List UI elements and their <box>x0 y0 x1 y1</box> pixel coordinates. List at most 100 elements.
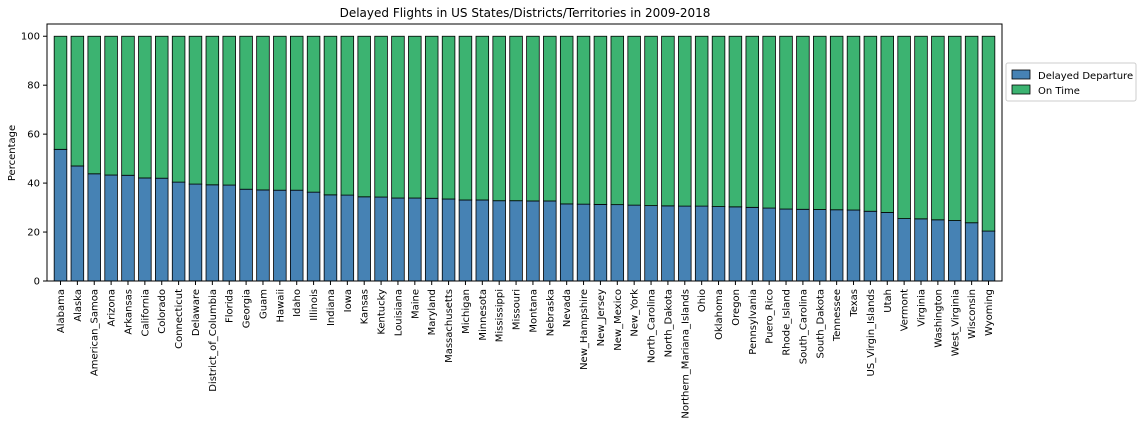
bar-delayed-departure-texas <box>846 209 861 282</box>
bar-on-time-west-virginia <box>948 35 962 221</box>
bar-on-time-florida <box>222 35 236 186</box>
bar-delayed-departure-colorado <box>155 177 169 282</box>
bar-delayed-departure-idaho <box>289 189 304 282</box>
x-tick-label-maryland: Maryland <box>427 289 438 335</box>
x-tick-label-south-carolina: South_Carolina <box>798 289 809 364</box>
bar-delayed-departure-rhode-island <box>779 208 793 282</box>
bar-on-time-north-carolina <box>644 35 658 207</box>
bar-on-time-district-of-columbia <box>205 35 220 186</box>
bar-on-time-montana <box>526 35 540 202</box>
bars-group <box>53 35 996 282</box>
bar-delayed-departure-massachusetts <box>441 198 456 282</box>
x-tick-label-ohio: Ohio <box>697 289 708 312</box>
bar-on-time-michigan <box>458 35 473 201</box>
x-tick-label-texas: Texas <box>849 289 860 318</box>
x-tick-label-mississippi: Mississippi <box>495 289 506 342</box>
y-tick-label-40: 40 <box>27 179 40 190</box>
bar-delayed-departure-south-carolina <box>796 208 810 282</box>
bar-delayed-departure-tennessee <box>829 209 844 282</box>
x-tick-label-montana: Montana <box>528 289 539 333</box>
y-axis-label: Percentage <box>7 125 18 181</box>
x-tick-label-northern-mariana-islands: Northern_Mariana_Islands <box>680 289 691 419</box>
bar-on-time-south-dakota <box>813 35 827 210</box>
bar-on-time-pennsylvania <box>745 35 760 208</box>
x-tick-label-iowa: Iowa <box>343 289 354 312</box>
x-tick-label-california: California <box>140 289 151 337</box>
bar-delayed-departure-north-carolina <box>644 205 658 282</box>
bar-delayed-departure-indiana <box>323 194 338 282</box>
bar-delayed-departure-virginia <box>914 218 928 282</box>
bar-on-time-oregon <box>728 35 743 208</box>
bar-delayed-departure-ohio <box>694 205 709 282</box>
x-tick-label-georgia: Georgia <box>242 289 253 328</box>
x-tick-label-new-jersey: New_Jersey <box>596 289 607 346</box>
bar-on-time-wisconsin <box>964 35 979 224</box>
bar-on-time-north-dakota <box>661 35 675 207</box>
x-tick-label-new-mexico: New_Mexico <box>613 289 624 351</box>
bar-delayed-departure-north-dakota <box>661 205 675 282</box>
bar-delayed-departure-california <box>138 177 152 282</box>
bar-delayed-departure-guam <box>256 189 270 282</box>
x-tick-label-arizona: Arizona <box>107 289 118 327</box>
bar-delayed-departure-connecticut <box>171 181 186 282</box>
x-tick-label-north-dakota: North_Dakota <box>663 289 674 357</box>
bar-on-time-nebraska <box>543 35 557 202</box>
bar-delayed-departure-south-dakota <box>813 209 827 282</box>
plot-frame <box>46 23 1003 282</box>
bar-delayed-departure-georgia <box>239 188 253 282</box>
bar-on-time-indiana <box>323 35 338 196</box>
bar-delayed-departure-oregon <box>728 206 743 282</box>
x-tick-label-louisiana: Louisiana <box>393 289 404 336</box>
x-tick-label-north-carolina: North_Carolina <box>647 289 658 363</box>
x-tick-label-connecticut: Connecticut <box>174 289 185 349</box>
x-tick-label-missouri: Missouri <box>512 289 523 330</box>
bar-on-time-new-york <box>627 35 641 206</box>
bar-on-time-nevada <box>559 35 574 205</box>
bar-on-time-rhode-island <box>779 35 793 210</box>
bar-on-time-arizona <box>104 35 118 176</box>
x-axis: Alabama Alaska American_Samoa Arizona Arkans… <box>56 281 995 419</box>
bar-delayed-departure-michigan <box>458 199 473 282</box>
x-tick-label-arkansas: Arkansas <box>123 289 134 335</box>
legend-label-delayed-departure: Delayed Departure <box>1038 71 1133 82</box>
x-tick-label-washington: Washington <box>933 289 944 348</box>
bar-on-time-ohio <box>694 35 709 207</box>
bar-delayed-departure-new-mexico <box>610 204 625 282</box>
bar-delayed-departure-west-virginia <box>948 220 962 282</box>
bar-delayed-departure-mississippi <box>492 200 506 282</box>
x-tick-label-rhode-island: Rhode_Island <box>782 289 793 356</box>
bar-on-time-alabama <box>53 35 68 150</box>
bar-on-time-vermont <box>897 35 911 219</box>
bar-on-time-maryland <box>424 35 439 199</box>
bar-on-time-south-carolina <box>796 35 810 210</box>
legend-swatch-on-time <box>1011 84 1031 95</box>
x-tick-label-wisconsin: Wisconsin <box>967 289 978 339</box>
bar-on-time-utah <box>880 35 894 213</box>
bar-on-time-arkansas <box>121 35 135 176</box>
bar-delayed-departure-wyoming <box>981 230 996 282</box>
bar-on-time-delaware <box>188 35 203 185</box>
bar-delayed-departure-kansas <box>357 196 371 282</box>
x-tick-label-utah: Utah <box>883 289 894 313</box>
bar-on-time-kentucky <box>374 35 388 198</box>
legend-box <box>1005 62 1137 102</box>
x-tick-label-south-dakota: South_Dakota <box>815 289 826 359</box>
bar-delayed-departure-us-virgin-islands <box>863 210 878 282</box>
bar-delayed-departure-new-jersey <box>593 203 608 282</box>
bar-delayed-departure-arkansas <box>121 174 135 282</box>
x-tick-label-pennsylvania: Pennsylvania <box>748 289 759 355</box>
bar-on-time-virginia <box>914 35 928 220</box>
bar-delayed-departure-nebraska <box>543 200 557 282</box>
x-tick-label-kentucky: Kentucky <box>377 289 388 335</box>
bar-on-time-colorado <box>155 35 169 179</box>
bar-delayed-departure-puero-rico <box>762 207 776 282</box>
x-tick-label-guam: Guam <box>258 289 269 319</box>
bar-delayed-departure-maryland <box>424 197 439 282</box>
x-tick-label-illinois: Illinois <box>309 289 320 321</box>
bar-on-time-new-jersey <box>593 35 608 205</box>
chart-title: Delayed Flights in US States/Districts/T… <box>340 6 711 20</box>
x-tick-label-minnesota: Minnesota <box>478 289 489 341</box>
bar-on-time-alaska <box>70 35 85 167</box>
bar-on-time-georgia <box>239 35 253 190</box>
